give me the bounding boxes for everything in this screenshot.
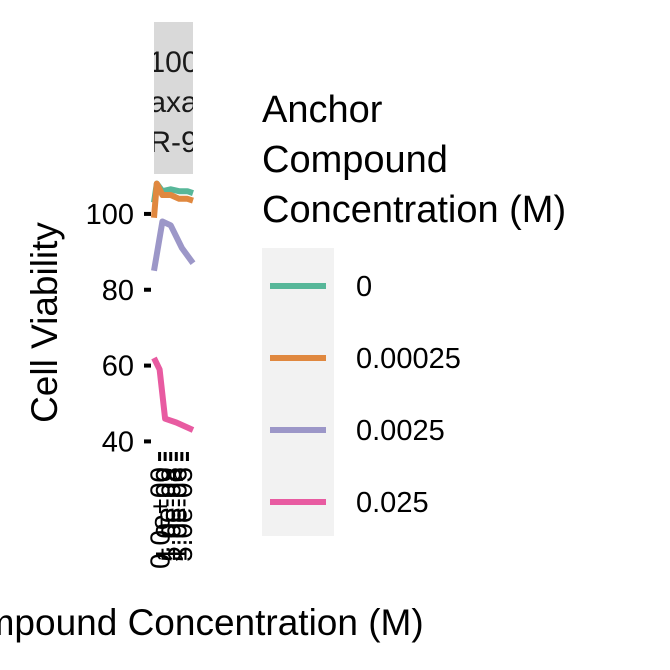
legend-key-background bbox=[262, 248, 334, 536]
series-line-2 bbox=[151, 218, 196, 272]
legend-item: 0.00025 bbox=[270, 343, 461, 375]
legend-title-line: Concentration (M) bbox=[262, 189, 566, 231]
legend-item: 0.025 bbox=[270, 487, 429, 519]
x-tick-label: 1.0e-09 bbox=[150, 467, 181, 562]
y-axis-title: Cell Viability bbox=[24, 222, 65, 423]
legend-label: 0.00025 bbox=[356, 343, 461, 375]
x-axis: 0.0e+001.0e-095.0e-081.0e-065.0e-05 bbox=[145, 452, 198, 569]
x-axis-title: Compound Concentration (M) bbox=[0, 602, 424, 643]
facet-strip bbox=[154, 22, 193, 174]
legend: 0 0.00025 0.0025 0.025 bbox=[270, 271, 461, 519]
x-tick-label: 1.0e-06 bbox=[161, 467, 192, 562]
legend-label: 0.0025 bbox=[356, 415, 445, 447]
facet-strip-labels: 100 axa R-9 bbox=[148, 46, 198, 159]
x-tick-label: 5.0e-05 bbox=[167, 467, 198, 562]
y-axis: 40 60 80 100 bbox=[86, 199, 151, 458]
series-line-1 bbox=[151, 180, 194, 218]
facet-strip-label: axa bbox=[149, 86, 198, 119]
legend-item: 0 bbox=[270, 271, 372, 303]
facet-strip-label: R-9 bbox=[149, 126, 197, 159]
legend-title-line: Anchor bbox=[262, 89, 383, 131]
series-line-3 bbox=[151, 356, 195, 433]
legend-title: Anchor Compound Concentration (M) bbox=[262, 89, 566, 231]
legend-label: 0.025 bbox=[356, 487, 429, 519]
y-tick-label: 40 bbox=[102, 426, 134, 458]
y-tick-label: 80 bbox=[102, 275, 134, 307]
facet-strip-label: 100 bbox=[148, 46, 198, 79]
x-tick-label: 5.0e-08 bbox=[156, 467, 187, 562]
legend-label: 0 bbox=[356, 271, 372, 303]
y-tick-label: 60 bbox=[102, 351, 134, 383]
y-tick-label: 100 bbox=[86, 199, 134, 231]
x-tick-label: 0.0e+00 bbox=[145, 467, 176, 569]
series-layer bbox=[151, 180, 196, 433]
legend-title-line: Compound bbox=[262, 139, 448, 181]
legend-item: 0.0025 bbox=[270, 415, 445, 447]
